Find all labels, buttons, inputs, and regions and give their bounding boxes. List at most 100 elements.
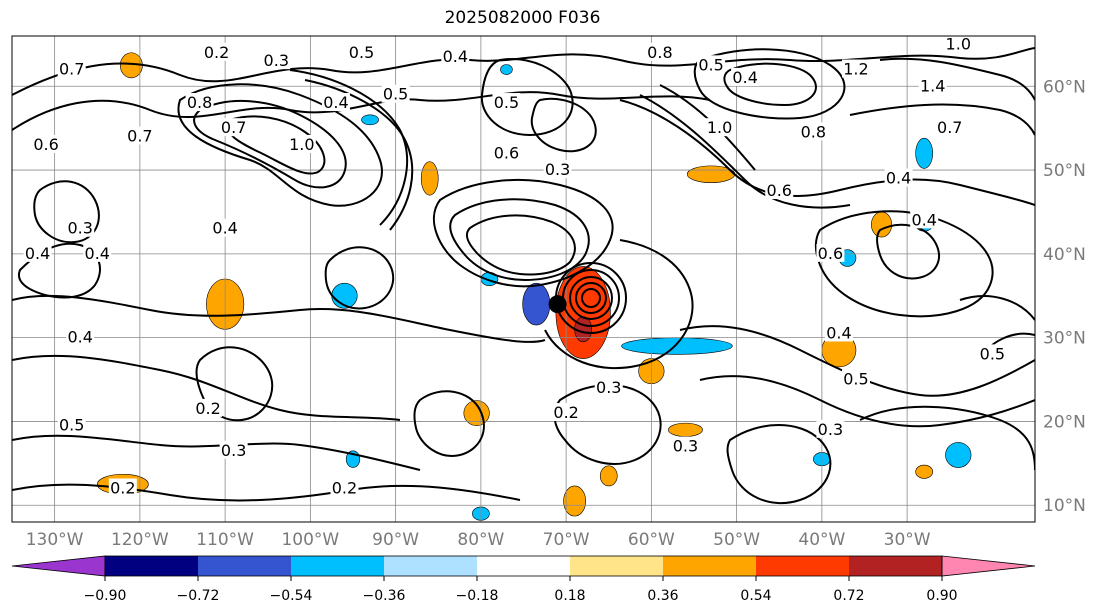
contour-label: 0.4	[732, 68, 757, 87]
longitude-tick-label: 80°W	[457, 530, 504, 550]
contour-label: 0.4	[886, 168, 911, 187]
contour-label: 0.3	[67, 219, 92, 238]
latitude-tick-label: 60°N	[1043, 77, 1086, 97]
cyclone-layer	[548, 295, 567, 314]
contour-label: 0.4	[85, 244, 110, 263]
chart-title: 2025082000 F036	[444, 8, 601, 28]
contour-line	[413, 390, 485, 457]
contour-label: 0.4	[826, 323, 851, 342]
contour-line	[465, 214, 576, 276]
colorbar-segment	[756, 556, 849, 576]
contour-label-bg	[194, 398, 223, 417]
colorbar-tick-label: −0.72	[177, 588, 220, 604]
colorbar-segment	[477, 556, 570, 576]
contour-label: 0.5	[383, 85, 408, 104]
contour-label: 0.5	[698, 55, 723, 74]
contour-label-bg	[671, 436, 700, 455]
colorbar-segment	[105, 556, 198, 576]
shaded-region	[500, 64, 513, 75]
contour-line	[849, 103, 1035, 136]
contour-label: 0.8	[801, 122, 826, 141]
contour-label-bg	[330, 478, 359, 497]
contour-label-bg	[799, 122, 828, 141]
shaded-region	[668, 422, 703, 437]
contour-line	[619, 99, 1035, 206]
contour-line	[480, 58, 574, 137]
contour-label-bg	[944, 34, 973, 53]
latitude-tick-label: 10°N	[1043, 496, 1086, 516]
longitude-tick-label: 110°W	[196, 530, 254, 550]
shaded-region	[599, 465, 618, 487]
shaded-region	[915, 137, 933, 169]
colorbar	[11, 555, 1036, 577]
grid-layer	[12, 36, 1035, 522]
shaded-region	[871, 211, 893, 238]
contour-line	[226, 115, 326, 175]
contour-label-bg	[125, 126, 154, 145]
shaded-region	[361, 114, 379, 126]
contour-label-bg	[219, 440, 248, 459]
contour-label-bg	[697, 55, 726, 74]
contour-label-bg	[185, 93, 214, 112]
colorbar-tick-label: −0.54	[270, 588, 313, 604]
contour-label: 0.4	[212, 219, 237, 238]
contour-line	[12, 354, 401, 421]
contour-label: 1.0	[289, 135, 314, 154]
contour-label: 0.3	[545, 160, 570, 179]
contour-label: 0.3	[596, 378, 621, 397]
contour-line	[17, 242, 101, 299]
contour-label-bg	[66, 218, 95, 237]
shaded-region	[563, 485, 587, 517]
contour-line	[324, 246, 395, 310]
shaded-region	[915, 464, 933, 479]
contour-line	[289, 69, 408, 226]
contour-label-bg	[202, 42, 231, 61]
longitude-tick-label: 70°W	[543, 530, 590, 550]
colorbar-segment	[849, 556, 942, 576]
colorbar-segment	[384, 556, 477, 576]
contour-label-bg	[884, 168, 913, 187]
contour-line	[530, 97, 597, 153]
contour-label: 0.5	[349, 43, 374, 62]
contour-label: 0.7	[221, 118, 246, 137]
contour-label: 0.8	[647, 43, 672, 62]
contour-line	[569, 276, 613, 320]
contour-label-bg	[731, 67, 760, 86]
colorbar-tick-label: 0.18	[554, 588, 585, 604]
contour-label-bg	[765, 181, 794, 200]
longitude-tick-label: 100°W	[281, 530, 339, 550]
contour-label: 0.5	[980, 344, 1005, 363]
contour-label: 0.2	[553, 403, 578, 422]
contour-label: 1.4	[920, 76, 945, 95]
longitude-tick-label: 120°W	[111, 530, 169, 550]
contour-label: 0.2	[204, 43, 229, 62]
contour-label-bg	[381, 84, 410, 103]
shaded-region	[522, 282, 551, 326]
colorbar-tick-labels: −0.90 −0.72 −0.54 −0.36 −0.18 0.18 0.36 0.54 0.7…	[84, 576, 958, 604]
colorbar-tick-label: 0.90	[926, 588, 957, 604]
contour-line	[879, 57, 1035, 101]
contour-line	[876, 223, 940, 280]
contour-label: 0.8	[187, 93, 212, 112]
contour-label-bg	[552, 403, 581, 422]
contour-line	[33, 180, 100, 244]
contour-line	[12, 47, 1035, 96]
colorbar-outline	[104, 555, 943, 577]
colorbar-segment	[570, 556, 663, 576]
contour-label-bg	[492, 93, 521, 112]
contour-label: 0.3	[818, 420, 843, 439]
contour-label-bg	[441, 46, 470, 65]
contour-label: 0.5	[494, 93, 519, 112]
contour-label: 0.2	[332, 478, 357, 497]
contour-label-bg	[492, 143, 521, 162]
contour-label-bg	[841, 59, 870, 78]
contour-label: 0.5	[59, 416, 84, 435]
contour-label: 0.4	[911, 210, 936, 229]
contour-label: 0.4	[323, 93, 348, 112]
colorbar-tick-label: 0.54	[740, 588, 771, 604]
contour-label: 0.3	[264, 51, 289, 70]
contour-line	[12, 294, 546, 343]
contour-label-bg	[816, 243, 845, 262]
latitude-tick-labels: 60°N 50°N 40°N 30°N 20°N 10°N	[1043, 77, 1086, 516]
